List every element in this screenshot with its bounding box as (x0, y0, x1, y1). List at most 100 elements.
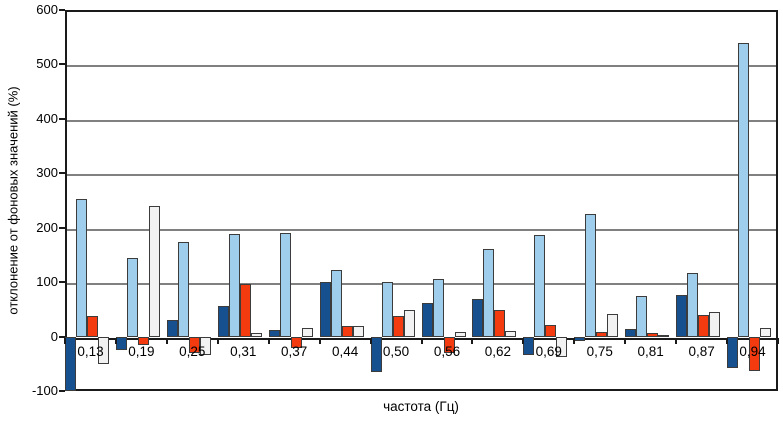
bar-series-2-light-blue-0,25 (177, 242, 189, 337)
gridline-500 (67, 65, 776, 68)
y-tick-mark (59, 281, 65, 284)
bar-series-2-light-blue-0,37 (279, 233, 291, 337)
bar-series-1-dark-blue-0,37 (268, 330, 280, 337)
bar-series-1-dark-blue-0,56 (421, 303, 433, 337)
bar-series-3-orange-red-0,44 (341, 325, 353, 337)
x-tick-label-0,50: 0,50 (382, 343, 410, 359)
x-tick-mark (522, 337, 525, 344)
gridline-400 (67, 119, 776, 122)
bar-series-2-light-blue-0,50 (381, 282, 393, 337)
gridline-200 (67, 228, 776, 231)
x-tick-mark (64, 337, 66, 344)
bar-series-3-orange-red-0,69 (545, 324, 557, 337)
x-tick-label-0,31: 0,31 (230, 343, 257, 359)
y-tick-label: 500 (36, 56, 58, 72)
bar-series-3-orange-red-0,25 (188, 336, 200, 353)
x-axis-title: частота (Гц) (383, 399, 459, 414)
bar-series-2-light-blue-0,94 (738, 42, 750, 337)
x-tick-mark (267, 337, 270, 344)
x-tick-label-0,37: 0,37 (281, 343, 308, 359)
y-tick-label: 200 (36, 219, 58, 235)
x-tick-mark (624, 337, 627, 344)
x-tick-label-0,13: 0,13 (77, 343, 104, 359)
bar-series-3-orange-red-0,94 (749, 336, 761, 372)
y-tick-label: 100 (36, 274, 58, 290)
y-tick-mark (59, 390, 65, 392)
x-tick-label-0,87: 0,87 (688, 343, 715, 359)
y-tick-mark (59, 117, 65, 120)
bar-series-1-dark-blue-0,50 (370, 336, 382, 373)
bar-series-4-white-gray-0,62 (505, 331, 517, 337)
x-tick-mark (675, 337, 678, 344)
bar-series-3-orange-red-0,56 (443, 336, 455, 353)
bar-series-4-white-gray-0,44 (352, 325, 364, 337)
bar-series-4-white-gray-0,50 (403, 310, 415, 337)
bar-series-2-light-blue-0,87 (687, 273, 699, 337)
y-tick-mark (59, 9, 65, 11)
bar-series-4-white-gray-0,25 (199, 336, 211, 356)
bar-series-4-white-gray-0,31 (250, 333, 262, 337)
x-tick-mark (318, 337, 321, 344)
bar-series-4-white-gray-0,81 (658, 335, 670, 338)
bar-series-4-white-gray-0,56 (454, 332, 466, 337)
x-tick-label-0,25: 0,25 (179, 343, 206, 359)
y-tick-label: 0 (50, 328, 58, 344)
x-tick-mark (369, 337, 372, 344)
bar-series-2-light-blue-0,75 (585, 213, 597, 337)
bar-series-1-dark-blue-0,62 (472, 299, 484, 337)
bar-series-2-light-blue-0,44 (330, 270, 342, 337)
bar-series-4-white-gray-0,13 (98, 336, 109, 364)
x-tick-label-0,56: 0,56 (433, 343, 461, 359)
bar-series-1-dark-blue-0,94 (727, 336, 739, 369)
bar-series-4-white-gray-0,69 (556, 336, 568, 357)
bar-series-1-dark-blue-0,31 (217, 306, 229, 337)
x-tick-mark (165, 337, 168, 344)
x-tick-mark (420, 337, 423, 344)
bar-series-2-light-blue-0,62 (483, 249, 495, 337)
x-tick-label-0,62: 0,62 (484, 343, 512, 359)
bar-series-4-white-gray-0,37 (301, 327, 313, 337)
x-tick-mark (726, 337, 729, 344)
bar-series-3-orange-red-0,50 (392, 315, 404, 337)
y-tick-mark (59, 226, 65, 229)
bar-series-2-light-blue-0,69 (534, 235, 546, 337)
y-tick-mark (59, 63, 65, 66)
bar-series-3-orange-red-0,19 (137, 336, 149, 345)
bar-series-1-dark-blue-0,13 (65, 336, 76, 391)
y-tick-label: 600 (36, 2, 58, 17)
y-tick-label: -100 (31, 383, 58, 398)
bar-series-2-light-blue-0,81 (636, 295, 648, 337)
x-tick-label-0,81: 0,81 (637, 343, 664, 359)
x-tick-mark (471, 337, 474, 344)
x-tick-label-0,44: 0,44 (331, 343, 359, 359)
bar-series-3-orange-red-0,62 (494, 310, 506, 337)
bar-series-3-orange-red-0,31 (239, 283, 251, 337)
y-tick-label: 400 (36, 110, 58, 126)
bar-series-2-light-blue-0,19 (126, 257, 138, 337)
bar-series-2-light-blue-0,56 (432, 279, 444, 337)
x-tick-label-0,69: 0,69 (535, 343, 562, 359)
x-tick-mark (114, 337, 117, 344)
bar-series-3-orange-red-0,87 (698, 314, 710, 337)
bar-series-1-dark-blue-0,25 (166, 320, 178, 337)
bar-series-2-light-blue-0,31 (228, 234, 240, 337)
bar-series-1-dark-blue-0,87 (676, 295, 688, 337)
x-tick-label-0,94: 0,94 (739, 343, 766, 359)
y-tick-mark (59, 335, 65, 338)
gridline-100 (67, 283, 776, 286)
bar-series-2-light-blue-0,13 (76, 198, 87, 337)
bar-series-3-orange-red-0,37 (290, 336, 302, 348)
gridline-300 (67, 174, 776, 177)
bar-series-4-white-gray-0,94 (760, 328, 772, 337)
bar-series-4-white-gray-0,19 (148, 205, 160, 337)
x-tick-mark (777, 337, 779, 344)
x-tick-label-0,75: 0,75 (586, 343, 613, 359)
bar-series-3-orange-red-0,13 (87, 316, 98, 337)
bar-series-1-dark-blue-0,75 (574, 336, 586, 341)
bar-series-3-orange-red-0,75 (596, 332, 608, 337)
x-tick-mark (216, 337, 219, 344)
y-tick-label: 300 (36, 165, 58, 181)
bar-series-4-white-gray-0,87 (709, 311, 721, 337)
y-tick-mark (59, 172, 65, 175)
